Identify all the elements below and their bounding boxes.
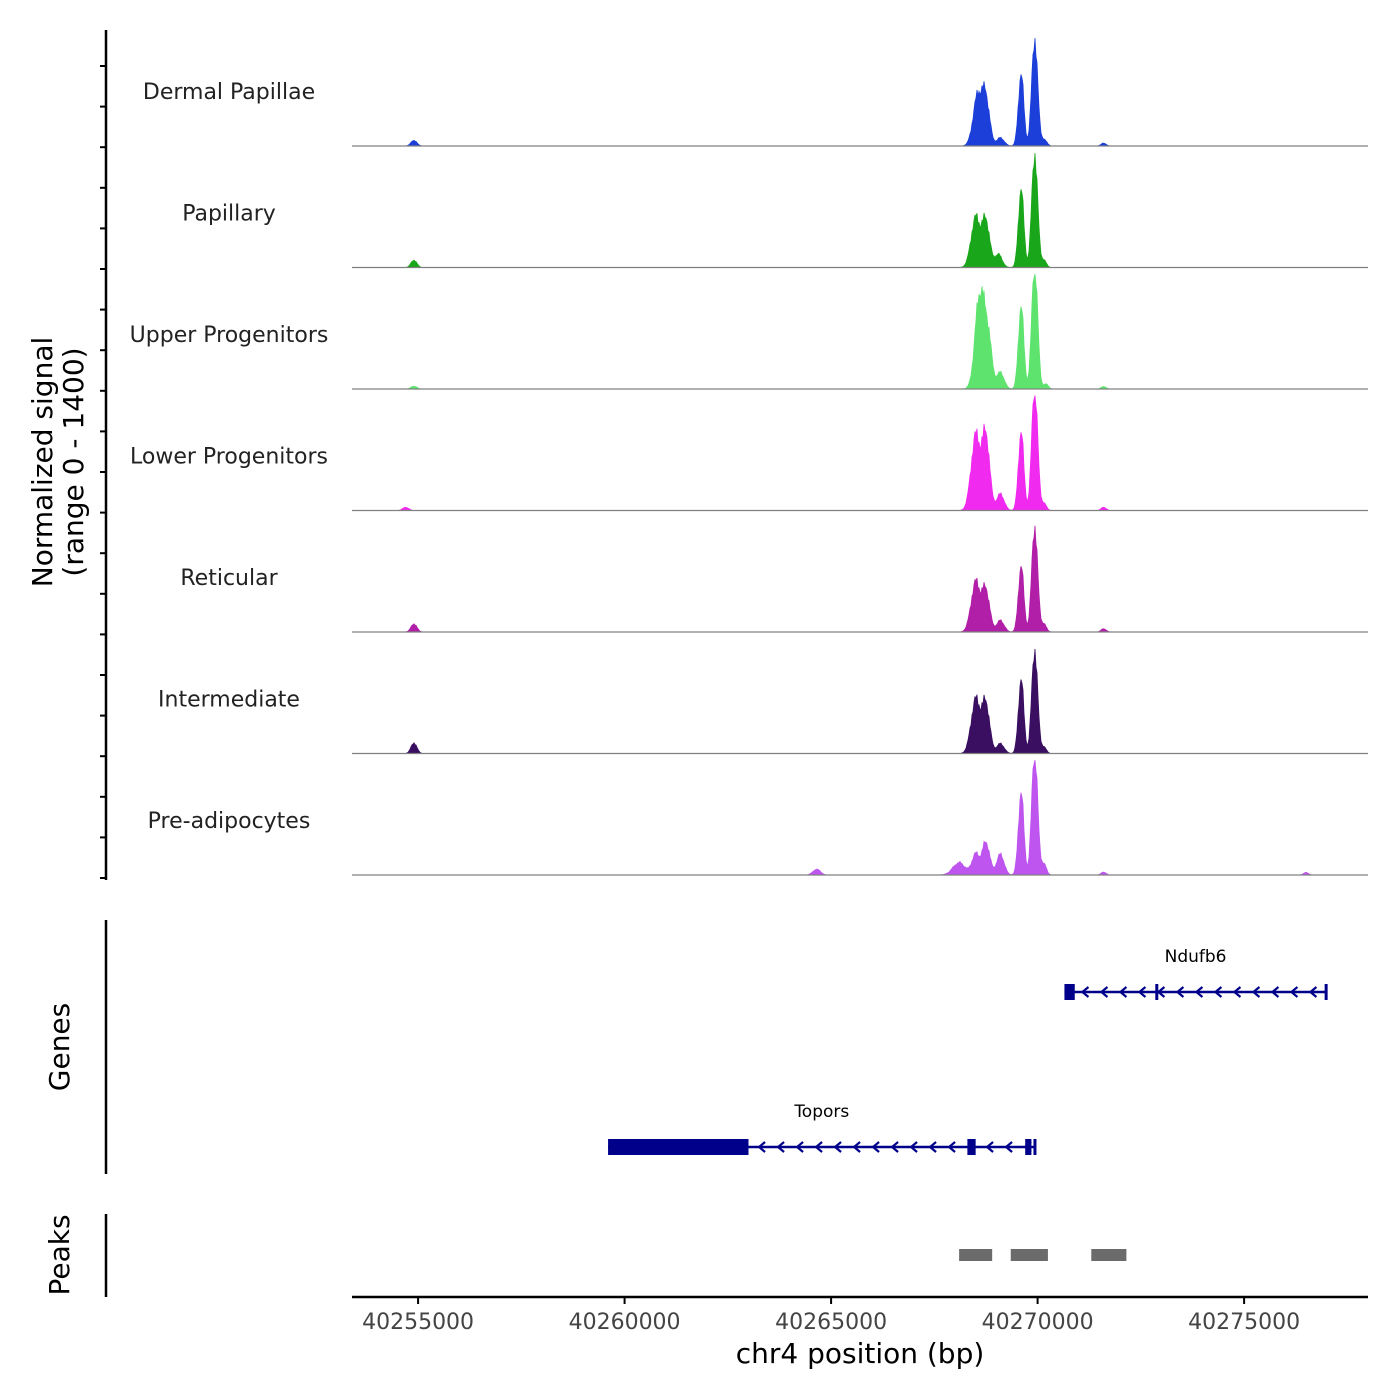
strand-arrow (1213, 986, 1223, 998)
x-tick-label: 40265000 (775, 1310, 887, 1335)
genes-title: Genes (43, 1003, 76, 1091)
signal-area (352, 395, 1368, 511)
track-label: Reticular (180, 566, 278, 591)
peak-region (1010, 1249, 1048, 1261)
strand-arrow (928, 1141, 937, 1153)
x-axis-title: chr4 position (bp) (736, 1337, 985, 1370)
x-tick-label: 40260000 (569, 1310, 681, 1335)
gene-annotations: Ndufb6 Topors (608, 947, 1328, 1155)
track-papillary: Papillary (182, 153, 1368, 269)
gene-label: Ndufb6 (1165, 947, 1227, 967)
strand-arrow (890, 1141, 899, 1153)
signal-area (352, 525, 1368, 633)
strand-arrow (1099, 986, 1109, 998)
gene-exon (967, 1139, 976, 1155)
gene-exon (1033, 1139, 1037, 1155)
x-tick-label: 40270000 (982, 1310, 1094, 1335)
track-label: Upper Progenitors (130, 323, 329, 348)
gene-exon (608, 1139, 749, 1155)
track-label: Intermediate (158, 688, 300, 713)
strand-arrow (1004, 1141, 1013, 1153)
x-tick-label: 40255000 (362, 1310, 474, 1335)
gene-ndufb6: Ndufb6 (1064, 947, 1328, 1000)
y-axis-title-line1: Normalized signal (26, 337, 59, 588)
gene-exon (1025, 1139, 1032, 1155)
strand-arrow (852, 1141, 861, 1153)
strand-arrow (833, 1141, 842, 1153)
strand-arrow (1232, 986, 1242, 998)
coverage-tracks: Dermal Papillae Papillary Upper Progenitor… (130, 38, 1368, 876)
strand-arrow (757, 1141, 766, 1153)
gene-exon (1324, 984, 1328, 1000)
signal-y-axis (100, 30, 108, 880)
track-label: Papillary (182, 202, 276, 227)
strand-arrow (985, 1141, 994, 1153)
gene-exon (1064, 984, 1075, 1000)
track-label: Lower Progenitors (130, 445, 328, 470)
strand-arrow (814, 1141, 823, 1153)
strand-arrow (1194, 986, 1204, 998)
peak-region (1091, 1249, 1127, 1261)
strand-arrow (909, 1141, 918, 1153)
peaks-title: Peaks (43, 1214, 76, 1295)
x-tick-label: 40275000 (1188, 1310, 1300, 1335)
signal-area (352, 759, 1368, 876)
track-lower-progenitors: Lower Progenitors (130, 395, 1368, 512)
x-axis: 40255000 40260000 40265000 40270000 40275000 (352, 1295, 1368, 1335)
peak-region (959, 1249, 993, 1261)
signal-area (352, 38, 1368, 147)
y-axis-title-line2: (range 0 - 1400) (57, 347, 90, 576)
signal-area (352, 153, 1368, 268)
track-dermal-papillae: Dermal Papillae (143, 38, 1368, 147)
strand-arrow (947, 1141, 956, 1153)
strand-arrow (1308, 986, 1318, 998)
strand-arrow (1270, 986, 1280, 998)
strand-arrow (871, 1141, 880, 1153)
gene-topors: Topors (608, 1102, 1037, 1155)
strand-arrow (1080, 986, 1090, 998)
track-label: Pre-adipocytes (148, 809, 311, 834)
gene-label: Topors (793, 1102, 849, 1122)
signal-area (352, 273, 1368, 390)
strand-arrow (1118, 986, 1128, 998)
gene-exon (1155, 984, 1159, 1000)
track-label: Dermal Papillae (143, 80, 315, 105)
signal-area (352, 648, 1368, 754)
track-upper-progenitors: Upper Progenitors (130, 273, 1368, 390)
strand-arrow (1137, 986, 1147, 998)
track-reticular: Reticular (180, 525, 1368, 633)
peak-regions (959, 1249, 1127, 1261)
strand-arrow (1156, 986, 1166, 998)
track-intermediate: Intermediate (158, 648, 1368, 755)
strand-arrow (1289, 986, 1299, 998)
track-pre-adipocytes: Pre-adipocytes (148, 759, 1368, 876)
strand-arrow (776, 1141, 785, 1153)
strand-arrow (1251, 986, 1261, 998)
strand-arrow (1175, 986, 1185, 998)
strand-arrow (795, 1141, 804, 1153)
